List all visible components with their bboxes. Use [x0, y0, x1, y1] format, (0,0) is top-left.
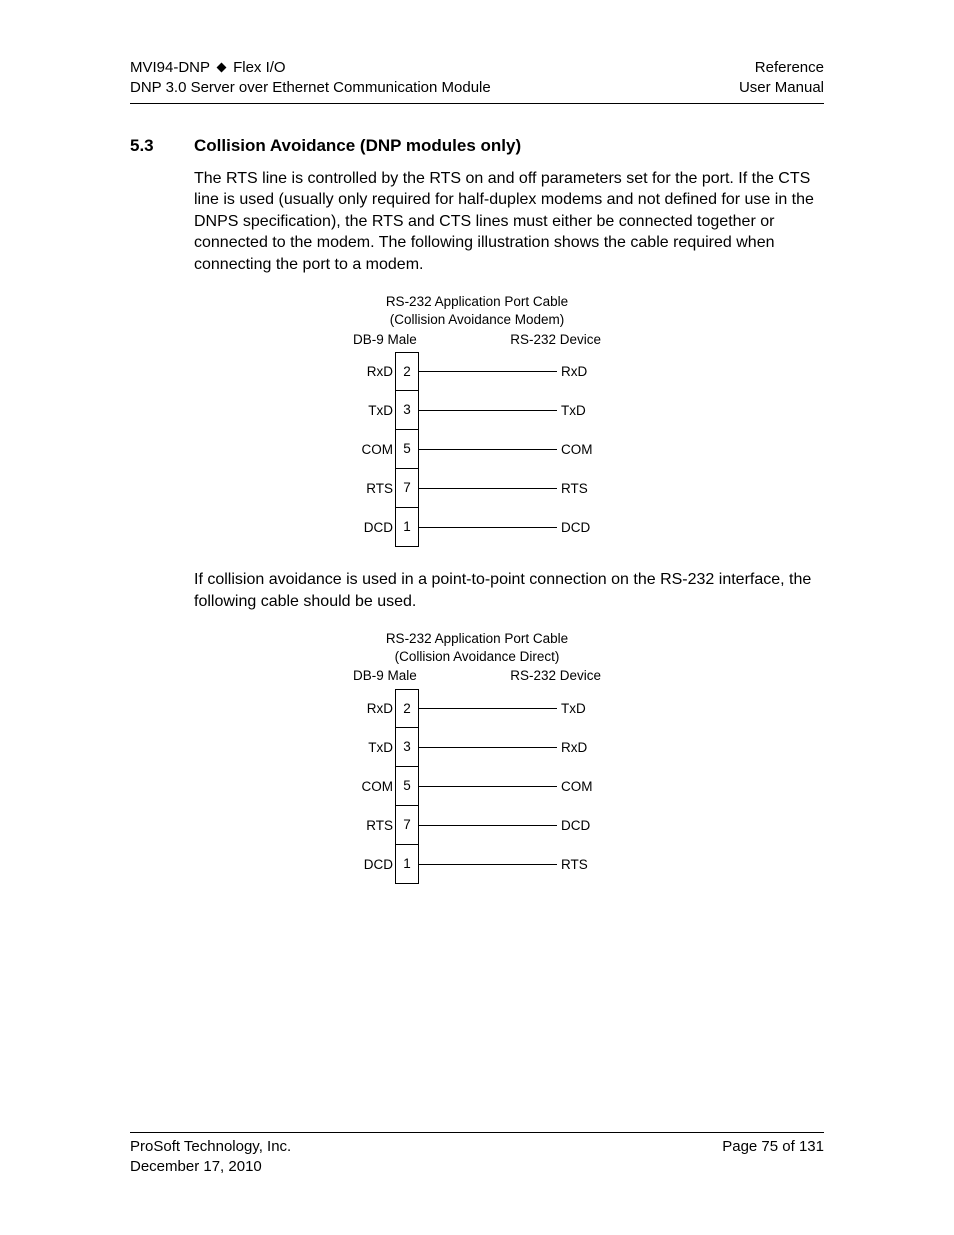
section-title: Collision Avoidance (DNP modules only) [194, 136, 521, 156]
diagram-2-headers: DB-9 Male RS-232 Device [353, 669, 601, 683]
wire [419, 371, 557, 372]
diagram-1-right-labels: RxD TxD COM RTS DCD [557, 352, 593, 547]
header-left: MVI94-DNP Flex I/O DNP 3.0 Server over E… [130, 58, 491, 99]
wire [419, 527, 557, 528]
wire [419, 708, 557, 709]
pin-label-right: DCD [557, 508, 593, 547]
pin-box: 3 [396, 728, 418, 767]
diagram-1-left-header: DB-9 Male [353, 333, 417, 347]
pin-box: 1 [396, 508, 418, 547]
pin-label-right: TxD [557, 689, 593, 728]
header-right-line2: User Manual [739, 78, 824, 98]
pin-label-left: RxD [353, 689, 395, 728]
diagram-1-right-header: RS-232 Device [510, 333, 601, 347]
pin-label-left: COM [353, 430, 395, 469]
pin-label-left: COM [353, 767, 395, 806]
pin-box: 1 [396, 845, 418, 884]
footer-right: Page 75 of 131 [722, 1137, 824, 1178]
diagram-1-wires [419, 352, 557, 547]
page-header: MVI94-DNP Flex I/O DNP 3.0 Server over E… [130, 58, 824, 104]
pin-box: 5 [396, 430, 418, 469]
wire [419, 786, 557, 787]
diagram-2-body: RxD TxD COM RTS DCD 2 3 5 7 1 [353, 689, 601, 884]
diagram-2-right-header: RS-232 Device [510, 669, 601, 683]
pin-label-left: RTS [353, 469, 395, 508]
pin-label-left: DCD [353, 508, 395, 547]
pin-label-left: DCD [353, 845, 395, 884]
footer-company: ProSoft Technology, Inc. [130, 1137, 291, 1157]
wire [419, 825, 557, 826]
paragraph-2: If collision avoidance is used in a poin… [194, 569, 824, 612]
pin-label-left: RTS [353, 806, 395, 845]
diagram-2-title-line2: (Collision Avoidance Direct) [353, 648, 601, 666]
diagram-2-wires [419, 689, 557, 884]
diagram-1-left-labels: RxD TxD COM RTS DCD [353, 352, 395, 547]
wire [419, 747, 557, 748]
diagram-1-wrap: RS-232 Application Port Cable (Collision… [130, 293, 824, 547]
pin-box: 7 [396, 806, 418, 845]
pin-label-right: DCD [557, 806, 593, 845]
wire [419, 864, 557, 865]
pin-label-right: TxD [557, 391, 593, 430]
pin-label-left: RxD [353, 352, 395, 391]
diagram-2-pin-column: 2 3 5 7 1 [395, 689, 419, 884]
diagram-2-wrap: RS-232 Application Port Cable (Collision… [130, 630, 824, 884]
pin-box: 3 [396, 391, 418, 430]
footer-left: ProSoft Technology, Inc. December 17, 20… [130, 1137, 291, 1178]
diagram-1-headers: DB-9 Male RS-232 Device [353, 333, 601, 347]
diagram-2-left-labels: RxD TxD COM RTS DCD [353, 689, 395, 884]
header-left-line2: DNP 3.0 Server over Ethernet Communicati… [130, 78, 491, 98]
diagram-1-body: RxD TxD COM RTS DCD 2 3 5 7 1 [353, 352, 601, 547]
section-number: 5.3 [130, 136, 194, 156]
pin-box: 7 [396, 469, 418, 508]
diagram-2-left-header: DB-9 Male [353, 669, 417, 683]
wire [419, 410, 557, 411]
diagram-2-title: RS-232 Application Port Cable (Collision… [353, 630, 601, 665]
diagram-1-pin-column: 2 3 5 7 1 [395, 352, 419, 547]
header-right-line1: Reference [739, 58, 824, 78]
pin-box: 2 [396, 689, 418, 728]
pin-label-right: RxD [557, 352, 593, 391]
pin-label-left: TxD [353, 391, 395, 430]
diagram-1-title-line2: (Collision Avoidance Modem) [353, 311, 601, 329]
pin-label-right: RxD [557, 728, 593, 767]
diagram-1: RS-232 Application Port Cable (Collision… [353, 293, 601, 547]
paragraph-1: The RTS line is controlled by the RTS on… [194, 168, 824, 276]
pin-label-right: RTS [557, 845, 593, 884]
pin-label-left: TxD [353, 728, 395, 767]
diagram-2: RS-232 Application Port Cable (Collision… [353, 630, 601, 884]
header-right: Reference User Manual [739, 58, 824, 99]
diagram-2-right-labels: TxD RxD COM DCD RTS [557, 689, 593, 884]
pin-label-right: COM [557, 430, 593, 469]
pin-box: 2 [396, 352, 418, 391]
page: MVI94-DNP Flex I/O DNP 3.0 Server over E… [0, 0, 954, 1235]
diagram-1-title-line1: RS-232 Application Port Cable [353, 293, 601, 311]
pin-label-right: RTS [557, 469, 593, 508]
footer-date: December 17, 2010 [130, 1157, 291, 1177]
diamond-icon [216, 62, 226, 72]
section-heading: 5.3 Collision Avoidance (DNP modules onl… [130, 136, 824, 156]
product-series: Flex I/O [233, 59, 286, 76]
pin-label-right: COM [557, 767, 593, 806]
diagram-2-title-line1: RS-232 Application Port Cable [353, 630, 601, 648]
footer-page: Page 75 of 131 [722, 1137, 824, 1157]
product-code: MVI94-DNP [130, 59, 210, 76]
wire [419, 488, 557, 489]
header-left-line1: MVI94-DNP Flex I/O [130, 58, 491, 78]
wire [419, 449, 557, 450]
diagram-1-title: RS-232 Application Port Cable (Collision… [353, 293, 601, 328]
page-footer: ProSoft Technology, Inc. December 17, 20… [130, 1132, 824, 1178]
pin-box: 5 [396, 767, 418, 806]
